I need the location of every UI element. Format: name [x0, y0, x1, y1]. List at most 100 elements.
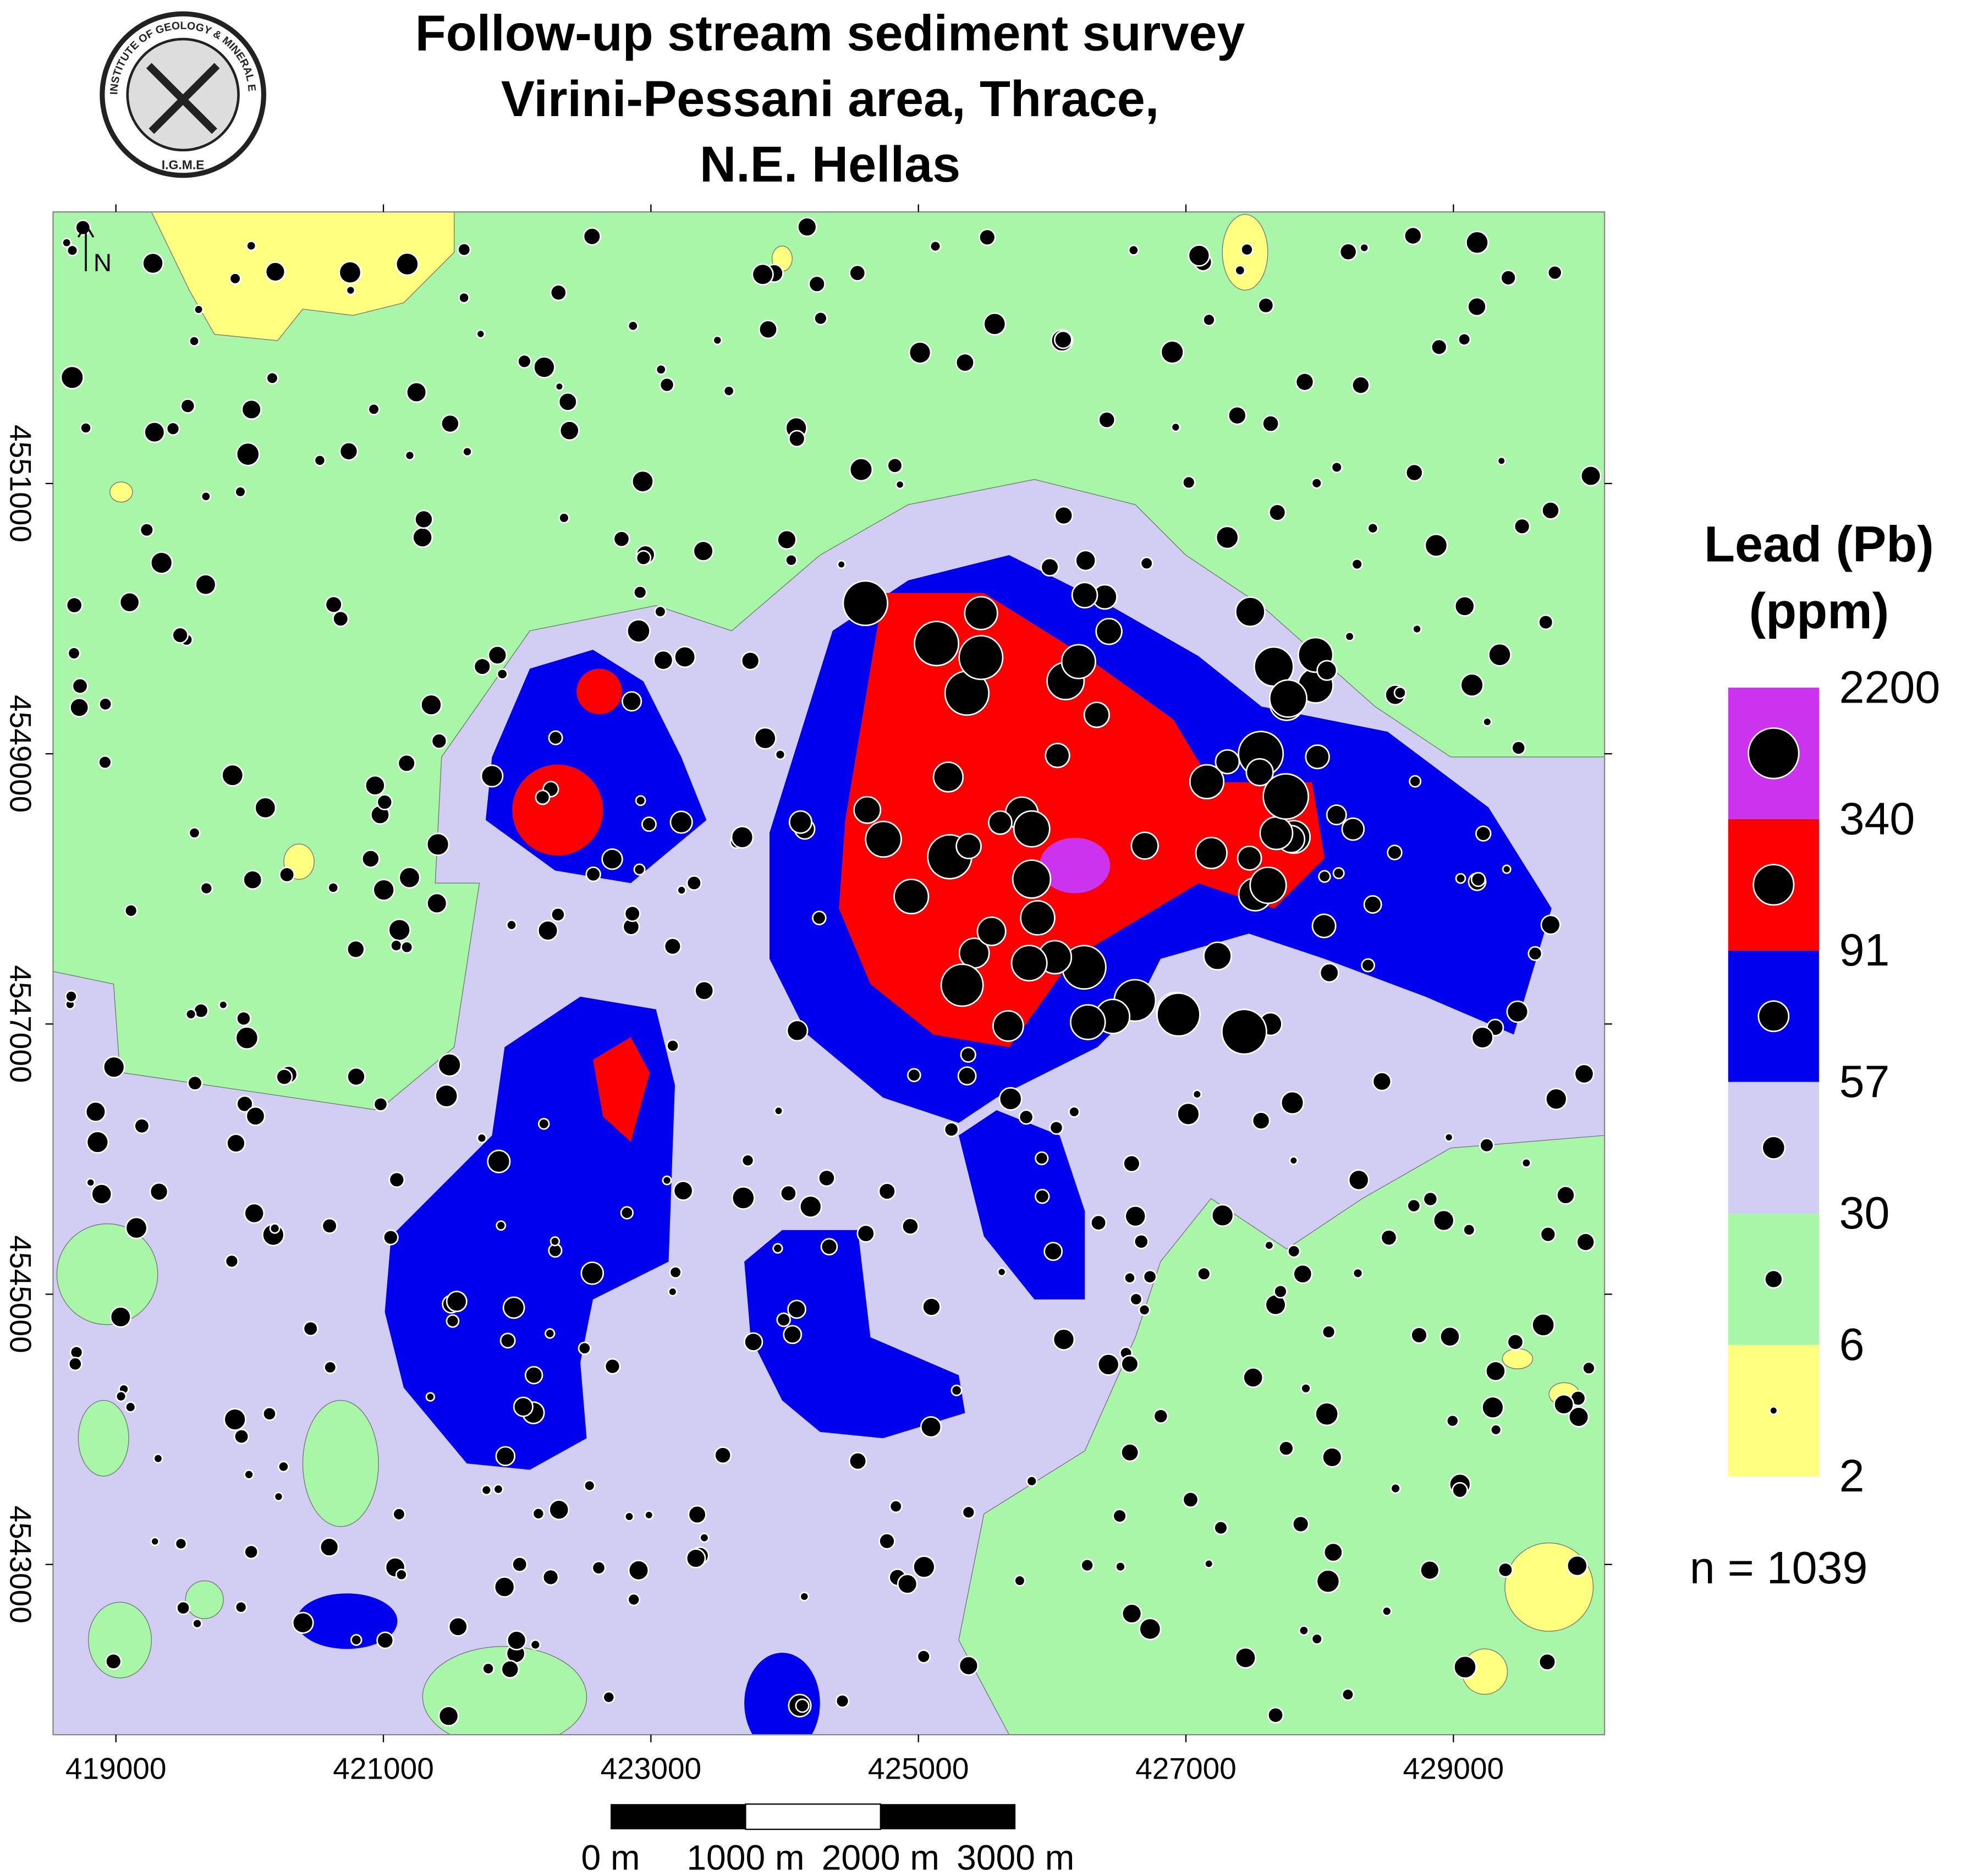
sample-point: [668, 1287, 678, 1297]
sample-point: [1035, 1151, 1049, 1166]
sample-point: [1202, 313, 1216, 327]
sample-point: [234, 1600, 248, 1614]
sample-point: [1049, 1120, 1064, 1135]
sample-point: [673, 645, 696, 668]
sample-point: [1455, 873, 1466, 884]
sample-point: [578, 1341, 591, 1355]
scale-label: 2000 m: [822, 1838, 939, 1876]
sample-point: [1439, 1326, 1460, 1347]
sample-point: [1305, 744, 1330, 770]
sample-point: [1293, 1264, 1313, 1284]
sample-point: [60, 365, 85, 390]
sample-point: [998, 1087, 1023, 1111]
sample-point: [134, 1118, 150, 1134]
sample-point: [438, 1705, 459, 1727]
sample-point: [389, 939, 403, 952]
sample-point: [1240, 243, 1254, 256]
sample-point: [1321, 1447, 1343, 1468]
sample-point: [1267, 1707, 1284, 1724]
sample-point: [226, 1133, 246, 1153]
logo-acronym: I.G.M.E: [162, 157, 205, 172]
north-arrow: N: [77, 222, 112, 277]
sample-point: [144, 421, 166, 443]
logo: INSTITUTE OF GEOLOGY & MINERAL EXPLORATI…: [0, 0, 266, 178]
sample-point: [376, 794, 393, 810]
sample-point: [188, 335, 200, 347]
sample-point: [200, 491, 212, 502]
sample-point: [254, 797, 277, 819]
sample-point: [276, 1068, 293, 1086]
sample-point: [512, 1556, 528, 1573]
sample-point: [620, 1206, 634, 1220]
sample-point: [583, 1479, 596, 1492]
x-tick-label: 419000: [65, 1751, 167, 1785]
sample-point: [345, 285, 356, 295]
sample-point: [795, 1698, 810, 1713]
sample-point: [887, 457, 903, 474]
y-tick-label: 4551000: [3, 425, 37, 542]
zone-red: [576, 668, 622, 714]
sample-point: [1482, 717, 1492, 727]
sample-point: [166, 421, 180, 436]
sample-point: [1140, 556, 1153, 571]
sample-point: [1457, 332, 1471, 347]
legend-title: (ppm): [1749, 583, 1889, 639]
sample-point: [865, 820, 902, 858]
sample-point: [437, 1052, 461, 1077]
sample-point: [889, 1499, 903, 1513]
sample-point: [920, 1416, 942, 1438]
sample-point: [666, 1039, 680, 1052]
sample-point: [1227, 405, 1247, 425]
sample-point: [235, 442, 260, 467]
sample-point: [493, 1576, 515, 1598]
sample-point: [1112, 1509, 1127, 1523]
sample-point: [1139, 1617, 1162, 1641]
sample-point: [292, 1611, 314, 1634]
sample-point: [1053, 330, 1073, 349]
sample-point: [1540, 914, 1561, 935]
sample-point: [458, 292, 470, 304]
sample-point: [957, 1066, 977, 1086]
sample-point: [241, 399, 262, 420]
sample-point: [150, 1537, 160, 1546]
sample-point: [799, 1592, 810, 1601]
sample-point: [1018, 1109, 1034, 1125]
sample-point: [319, 1537, 339, 1557]
sample-point: [1323, 1542, 1343, 1562]
legend-break: 2200: [1839, 662, 1941, 712]
sample-point: [535, 789, 551, 805]
sample-point: [1460, 673, 1484, 697]
sample-point: [69, 697, 90, 718]
sample-point: [699, 1533, 710, 1543]
sample-point: [837, 559, 846, 569]
sample-point: [487, 1149, 511, 1173]
legend-break: 2: [1839, 1451, 1865, 1501]
sample-point: [314, 454, 326, 467]
sample-point: [420, 694, 442, 716]
sample-point: [712, 335, 723, 345]
sample-point: [533, 356, 556, 379]
sample-point: [853, 796, 882, 824]
sample-point: [1574, 1063, 1595, 1084]
sample-point: [686, 875, 702, 891]
sample-point: [66, 244, 79, 256]
sample-point: [476, 329, 486, 339]
zone-blue: [296, 1593, 398, 1649]
sample-point: [1221, 1008, 1267, 1055]
sample-point: [784, 553, 798, 567]
sample-point: [817, 1169, 836, 1187]
sample-point: [1014, 1575, 1026, 1587]
sample-point: [1490, 1424, 1502, 1436]
sample-point: [246, 240, 257, 251]
sample-point: [1470, 871, 1486, 887]
sample-point: [532, 1507, 545, 1520]
sample-point: [493, 1484, 504, 1495]
sample-point: [524, 1365, 543, 1385]
sample-point: [180, 398, 196, 414]
sample-point: [1511, 740, 1526, 755]
sample-point: [1381, 1606, 1392, 1617]
sample-point: [1249, 866, 1287, 904]
sample-point: [1403, 226, 1422, 245]
sample-point: [1316, 1569, 1340, 1594]
sample-point: [346, 940, 365, 959]
